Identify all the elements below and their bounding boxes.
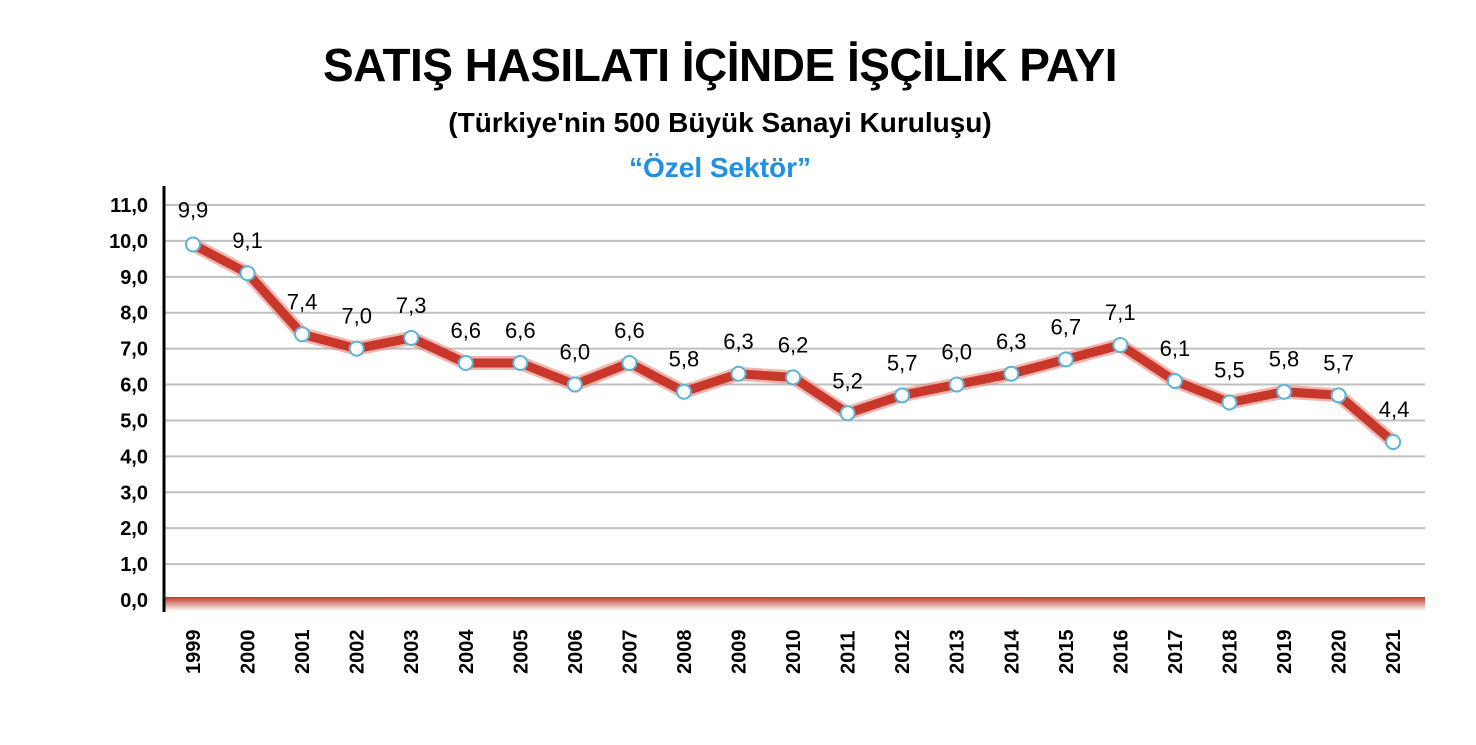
data-point <box>294 326 311 343</box>
x-tick-label: 2005 <box>510 630 532 675</box>
x-tick-label: 2010 <box>783 630 805 675</box>
y-tick-label: 2,0 <box>120 518 148 540</box>
data-point <box>185 236 201 253</box>
data-point <box>948 376 965 393</box>
y-tick-label: 11,0 <box>110 195 148 217</box>
y-tick-label: 1,0 <box>120 554 148 576</box>
x-tick-label: 2011 <box>838 631 860 674</box>
data-label: 9,1 <box>232 228 263 253</box>
data-label: 5,8 <box>669 347 700 372</box>
x-tick-label: 2020 <box>1329 630 1351 675</box>
x-tick-label: 2019 <box>1274 630 1296 675</box>
data-label: 6,3 <box>996 329 1027 354</box>
data-point <box>1330 387 1347 404</box>
y-tick-labels: 0,0 1,0 2,0 3,0 4,0 5,0 6,0 7,0 8,0 9,0 10,0 11,0 <box>109 195 148 612</box>
y-tick-label: 10,0 <box>109 231 148 253</box>
x-tick-label: 2001 <box>292 630 314 675</box>
data-label: 6,6 <box>450 318 481 343</box>
data-point <box>512 355 529 371</box>
data-point <box>348 340 365 357</box>
gridlines <box>164 204 1425 566</box>
chart-subtitle: (Türkiye'nin 500 Büyük Sanayi Kuruluşu) <box>448 107 992 138</box>
data-point <box>785 369 802 386</box>
data-point <box>730 365 747 382</box>
data-point <box>1385 434 1402 450</box>
data-point <box>1166 372 1183 389</box>
data-point <box>1276 383 1292 400</box>
data-label: 6,3 <box>723 329 754 354</box>
y-tick-label: 3,0 <box>120 482 148 504</box>
x-tick-label: 2000 <box>238 630 260 675</box>
chart-subtitle-sector: “Özel Sektör” <box>628 152 812 183</box>
y-tick-label: 5,0 <box>120 410 148 432</box>
x-tick-label: 2017 <box>1165 630 1187 675</box>
data-label: 6,1 <box>1160 336 1191 361</box>
x-tick-label: 2014 <box>1001 629 1023 674</box>
y-tick-label: 8,0 <box>120 303 148 325</box>
x-axis-baseline <box>164 597 1425 611</box>
data-point <box>1221 394 1238 411</box>
data-point <box>457 355 474 371</box>
data-label: 5,8 <box>1269 347 1300 372</box>
data-label: 5,7 <box>887 350 918 375</box>
x-tick-label: 2006 <box>565 630 587 675</box>
x-tick-label: 2015 <box>1056 630 1078 675</box>
x-tick-label: 2013 <box>947 630 969 675</box>
data-label: 6,0 <box>560 340 591 365</box>
x-tick-label: 2016 <box>1110 630 1132 675</box>
data-label: 5,5 <box>1214 358 1245 383</box>
data-labels: 9,9 9,1 7,4 7,0 7,3 6,6 6,6 6,0 6,6 5,8 6,3 6,2 5,2 5… <box>178 198 1410 423</box>
data-point <box>839 405 856 422</box>
x-tick-label: 2018 <box>1219 630 1241 675</box>
data-label: 6,0 <box>941 340 972 365</box>
data-point <box>239 265 256 282</box>
axes <box>162 186 1425 612</box>
data-label: 9,9 <box>178 198 209 223</box>
data-point <box>675 383 692 400</box>
data-label: 7,4 <box>287 289 318 314</box>
x-tick-label: 2003 <box>401 630 423 675</box>
x-tick-label: 2004 <box>456 629 478 674</box>
data-label: 7,0 <box>341 304 372 329</box>
data-label: 6,2 <box>778 332 809 357</box>
y-tick-label: 6,0 <box>120 375 148 397</box>
x-tick-label: 2021 <box>1383 630 1405 675</box>
data-point <box>403 329 420 346</box>
chart-title: SATIŞ HASILATI İÇİNDE İŞÇİLİK PAYI <box>322 39 1118 91</box>
y-tick-label: 9,0 <box>120 267 148 289</box>
data-label: 4,4 <box>1379 397 1410 422</box>
data-label: 7,1 <box>1105 300 1136 325</box>
data-markers <box>185 236 1402 450</box>
x-tick-label: 1999 <box>183 630 205 675</box>
x-tick-labels: 1999 2000 2001 2002 2003 2004 2005 2006 2007 2008… <box>183 629 1405 674</box>
x-tick-label: 2012 <box>892 630 914 675</box>
x-tick-label: 2007 <box>619 630 641 675</box>
data-label: 6,6 <box>614 318 645 343</box>
data-label: 5,7 <box>1323 350 1354 375</box>
data-point <box>894 387 911 404</box>
data-point <box>621 355 638 371</box>
x-tick-label: 2002 <box>347 630 369 675</box>
x-tick-label: 2008 <box>674 630 696 675</box>
data-point <box>1057 351 1074 368</box>
y-tick-label: 4,0 <box>120 446 148 468</box>
data-label: 6,7 <box>1051 314 1082 339</box>
data-label: 6,6 <box>505 318 536 343</box>
x-tick-label: 2009 <box>729 630 751 675</box>
data-point <box>1112 337 1129 354</box>
y-tick-label: 0,0 <box>120 590 148 612</box>
data-point <box>566 376 583 393</box>
data-point <box>1003 365 1020 382</box>
data-label: 7,3 <box>396 293 427 318</box>
data-label: 5,2 <box>832 368 863 393</box>
y-tick-label: 7,0 <box>120 339 148 361</box>
